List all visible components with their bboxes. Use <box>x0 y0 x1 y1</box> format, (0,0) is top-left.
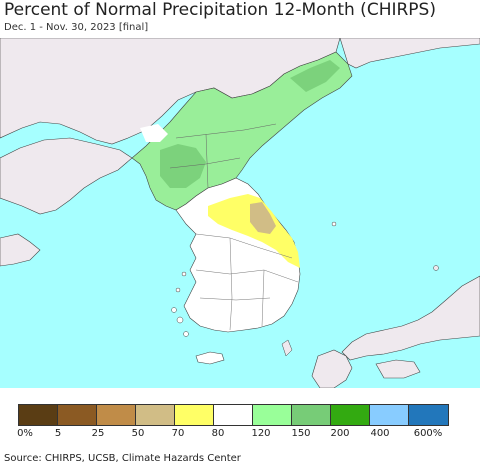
legend-swatch-2 <box>97 405 136 425</box>
legend-tick-labels: 0% 5 25 50 70 80 120 150 200 400 600% <box>0 428 480 442</box>
north-korea-mid-green-2 <box>290 60 340 92</box>
east-island <box>433 265 439 271</box>
south-korea-tan <box>250 202 276 234</box>
north-korea-mid-green <box>160 144 206 188</box>
source-credit: Source: CHIRPS, UCSB, Climate Hazards Ce… <box>4 453 241 464</box>
liaodong-peninsula <box>0 137 133 215</box>
legend-swatch-10 <box>409 405 448 425</box>
tsushima-island <box>281 339 293 357</box>
legend-swatch-3 <box>136 405 175 425</box>
legend-tick: 400 <box>370 428 390 439</box>
legend-tick: 600% <box>413 428 443 439</box>
precipitation-map <box>0 38 480 388</box>
legend-swatch-9 <box>370 405 409 425</box>
shandong <box>0 233 41 267</box>
legend-tick: 120 <box>251 428 271 439</box>
japan-honshu <box>341 275 480 361</box>
legend-swatch-4 <box>175 405 214 425</box>
legend-tick: 150 <box>291 428 311 439</box>
legend-swatch-7 <box>292 405 331 425</box>
south-korea-yellow <box>208 194 300 268</box>
map-subtitle: Dec. 1 - Nov. 30, 2023 [final] <box>4 22 149 33</box>
color-legend <box>18 404 449 426</box>
ulleung-island <box>331 221 337 227</box>
legend-swatch-5 <box>214 405 253 425</box>
legend-tick: 25 <box>91 428 105 439</box>
north-korea-boundaries <box>169 123 277 189</box>
legend-tick: 200 <box>330 428 350 439</box>
map-title: Percent of Normal Precipitation 12-Month… <box>4 0 436 20</box>
legend-swatch-1 <box>58 405 97 425</box>
legend-tick: 5 <box>54 428 62 439</box>
southwest-islands <box>171 271 189 337</box>
russia-coast <box>339 38 480 69</box>
legend-swatch-0 <box>19 405 58 425</box>
japan-kyushu <box>311 349 353 388</box>
legend-swatch-8 <box>331 405 370 425</box>
north-korea-white-patch <box>140 124 168 142</box>
legend-tick: 50 <box>131 428 145 439</box>
legend-tick: 80 <box>211 428 225 439</box>
jeju-island <box>195 351 225 365</box>
japan-shikoku <box>375 359 421 379</box>
legend-tick: 70 <box>171 428 185 439</box>
legend-tick: 0% <box>17 428 33 439</box>
legend-swatch-6 <box>253 405 292 425</box>
south-korea-boundaries <box>195 233 299 331</box>
